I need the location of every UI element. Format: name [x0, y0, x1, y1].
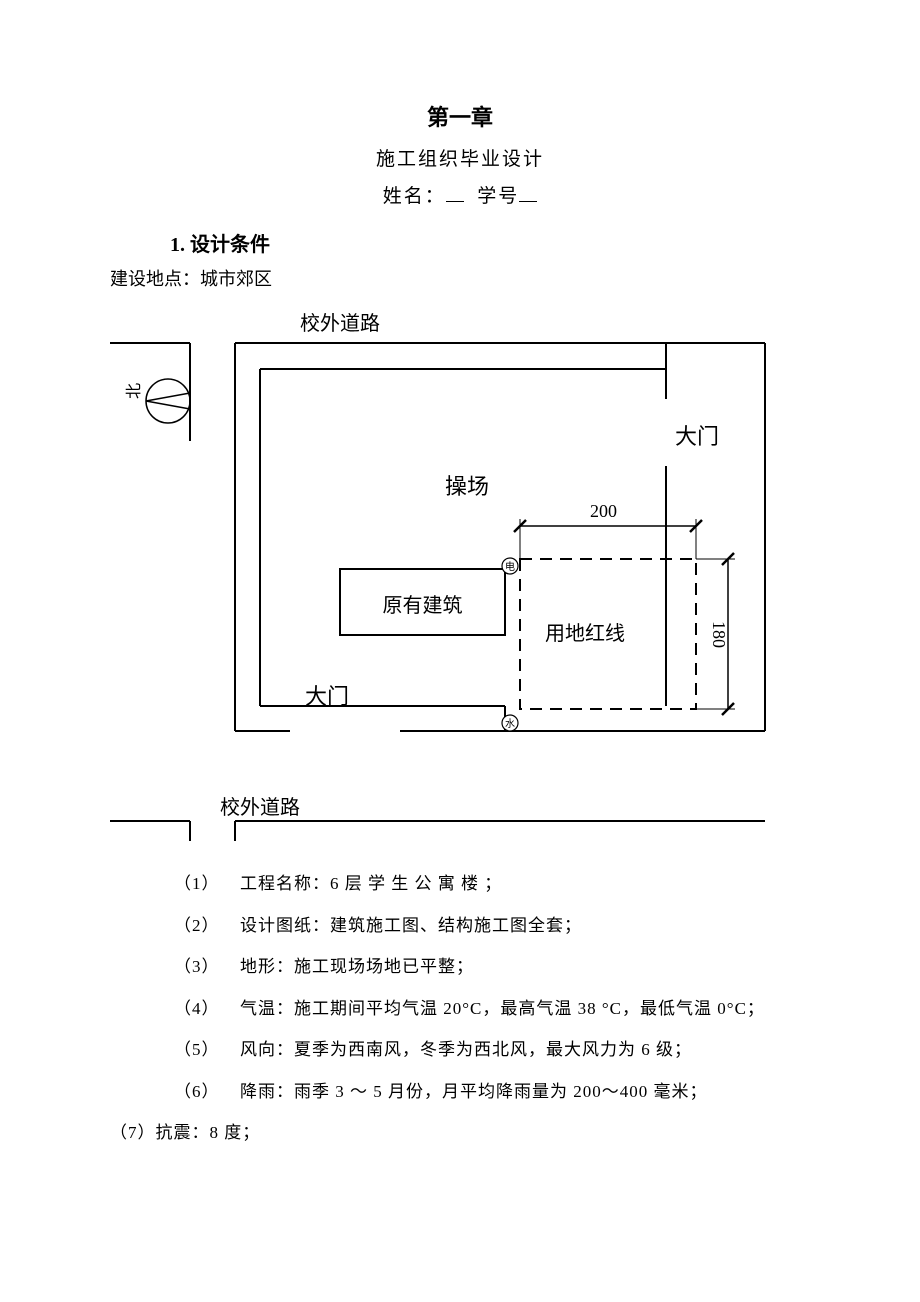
compass-label: 北 [120, 383, 144, 399]
title-block: 第一章 施工组织毕业设计 姓名： 学号 [110, 100, 810, 208]
name-id-line: 姓名： 学号 [110, 181, 810, 208]
id-blank [519, 183, 537, 202]
section-number: 1. [170, 234, 185, 256]
condition-item: （6）降雨：雨季 3 ～ 5 月份，月平均降雨量为 200～400 毫米； [110, 1079, 810, 1105]
water-icon: 水 [505, 718, 515, 730]
condition-item: （4）气温：施工期间平均气温 20°C，最高气温 38 °C，最低气温 0°C； [110, 996, 810, 1022]
condition-num: （5） [174, 1037, 240, 1063]
dim-width-label: 200 [590, 501, 617, 522]
id-prefix: 学号 [477, 186, 519, 207]
condition-num: （1） [174, 871, 240, 897]
condition-text: 风向：夏季为西南风，冬季为西北风，最大风力为 6 级； [240, 1040, 692, 1059]
condition-num: （6） [174, 1079, 240, 1105]
condition-num: （3） [174, 954, 240, 980]
condition-item: （2）设计图纸：建筑施工图、结构施工图全套； [110, 913, 810, 939]
condition-item: （3）地形：施工现场场地已平整； [110, 954, 810, 980]
condition-text: 设计图纸：建筑施工图、结构施工图全套； [240, 916, 582, 935]
road-label-bottom: 校外道路 [220, 791, 300, 820]
location-line: 建设地点：城市郊区 [110, 265, 810, 291]
chapter-title: 第一章 [110, 100, 810, 132]
diagram-svg: 电 水 [110, 301, 810, 841]
elec-icon: 电 [505, 560, 515, 573]
section-header: 1. 设计条件 [170, 228, 810, 257]
condition-item-last: （7）抗震：8 度； [110, 1120, 810, 1146]
site-diagram: 电 水 校外道路 校外道路 大门 大门 操场 原有建筑 用地红线 200 180… [110, 301, 810, 841]
condition-text: 工程名称：6 层 学 生 公 寓 楼 ； [240, 874, 502, 893]
redline-label: 用地红线 [545, 617, 625, 646]
name-prefix: 姓名： [383, 186, 446, 207]
location-value: 城市郊区 [200, 269, 272, 289]
gate-label-bottom: 大门 [305, 679, 349, 711]
condition-text: 地形：施工现场场地已平整； [240, 957, 474, 976]
conditions-list: （1）工程名称：6 层 学 生 公 寓 楼 ； （2）设计图纸：建筑施工图、结构施… [110, 871, 810, 1146]
subtitle: 施工组织毕业设计 [110, 144, 810, 171]
road-label-top: 校外道路 [300, 307, 380, 336]
condition-text: 气温：施工期间平均气温 20°C，最高气温 38 °C，最低气温 0°C； [240, 999, 765, 1018]
section-title: 设计条件 [190, 234, 270, 256]
condition-num-7: （7） [110, 1123, 156, 1142]
location-label: 建设地点： [110, 269, 200, 289]
condition-num: （2） [174, 913, 240, 939]
condition-num: （4） [174, 996, 240, 1022]
name-blank [446, 183, 464, 202]
dim-height-label: 180 [708, 621, 729, 648]
condition-text-7: 抗震：8 度； [156, 1123, 261, 1142]
existing-building-label: 原有建筑 [340, 589, 505, 618]
condition-item: （1）工程名称：6 层 学 生 公 寓 楼 ； [110, 871, 810, 897]
condition-text: 降雨：雨季 3 ～ 5 月份，月平均降雨量为 200～400 毫米； [240, 1082, 708, 1101]
field-label: 操场 [445, 469, 489, 501]
gate-label-right: 大门 [675, 419, 719, 451]
condition-item: （5）风向：夏季为西南风，冬季为西北风，最大风力为 6 级； [110, 1037, 810, 1063]
